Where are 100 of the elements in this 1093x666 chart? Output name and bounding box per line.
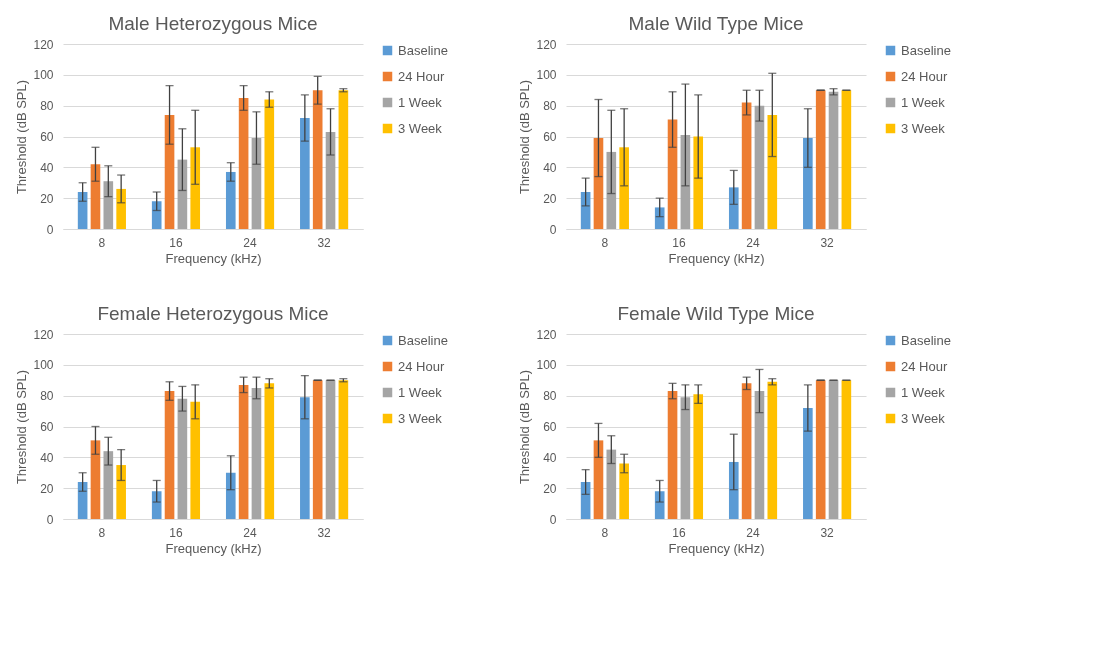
bar bbox=[325, 131, 336, 229]
x-tick-label: 8 bbox=[601, 525, 609, 540]
bar bbox=[116, 188, 126, 229]
bar bbox=[264, 99, 275, 229]
bar bbox=[338, 380, 349, 519]
y-tick-label: 40 bbox=[40, 160, 54, 175]
bar bbox=[667, 391, 678, 519]
bar bbox=[225, 472, 236, 519]
y-tick-label: 60 bbox=[40, 420, 54, 434]
y-tick-label: 40 bbox=[40, 450, 54, 465]
y-axis-title: Threshold (dB SPL) bbox=[14, 79, 30, 195]
bar bbox=[841, 90, 852, 229]
x-tick-label: 8 bbox=[98, 525, 106, 540]
y-axis-title: Threshold (dB SPL) bbox=[14, 369, 30, 485]
legend-label: 24 Hour bbox=[398, 358, 445, 374]
y-tick-label: 120 bbox=[33, 37, 54, 52]
bar bbox=[654, 207, 665, 229]
chart-title: Male Heterozygous Mice bbox=[108, 13, 318, 34]
bar bbox=[264, 383, 275, 519]
x-tick-label: 8 bbox=[601, 235, 609, 250]
bar bbox=[741, 102, 752, 229]
y-tick-label: 40 bbox=[543, 160, 557, 175]
bar bbox=[251, 138, 262, 229]
y-tick-label: 60 bbox=[543, 130, 557, 144]
legend-label: Baseline bbox=[398, 42, 448, 58]
x-tick-label: 24 bbox=[746, 525, 761, 540]
bar bbox=[90, 440, 101, 519]
legend-label: 3 Week bbox=[398, 120, 443, 136]
bar bbox=[238, 97, 249, 229]
bar bbox=[828, 380, 839, 519]
bar bbox=[693, 394, 704, 519]
y-tick-label: 80 bbox=[40, 389, 54, 404]
chart-title: Female Wild Type Mice bbox=[617, 303, 815, 324]
bar bbox=[580, 482, 591, 519]
bar bbox=[693, 136, 704, 229]
y-tick-label: 100 bbox=[536, 358, 557, 373]
x-axis-title: Frequency (kHz) bbox=[668, 540, 765, 556]
y-tick-label: 0 bbox=[549, 512, 557, 527]
x-axis-title: Frequency (kHz) bbox=[165, 250, 262, 266]
x-tick-label: 32 bbox=[317, 235, 332, 250]
x-tick-label: 24 bbox=[746, 235, 761, 250]
y-tick-label: 0 bbox=[549, 222, 557, 237]
legend-label: Baseline bbox=[901, 332, 951, 348]
y-tick-label: 80 bbox=[543, 99, 557, 114]
legend-label: 3 Week bbox=[901, 410, 946, 426]
legend-label: 3 Week bbox=[901, 120, 946, 136]
y-tick-label: 60 bbox=[543, 420, 557, 434]
bar bbox=[225, 171, 236, 229]
legend-label: 1 Week bbox=[398, 384, 443, 400]
bar bbox=[803, 138, 813, 229]
bar bbox=[606, 151, 617, 229]
bar bbox=[815, 380, 826, 519]
y-tick-label: 0 bbox=[46, 222, 54, 237]
bar bbox=[151, 201, 162, 229]
y-tick-label: 100 bbox=[33, 68, 54, 83]
y-tick-label: 0 bbox=[46, 512, 54, 527]
y-axis-title: Threshold (dB SPL) bbox=[517, 369, 533, 485]
bar bbox=[815, 90, 826, 229]
y-tick-label: 20 bbox=[40, 191, 54, 206]
bar bbox=[728, 187, 739, 229]
y-axis-title: Threshold (dB SPL) bbox=[517, 79, 533, 195]
x-tick-label: 16 bbox=[672, 235, 686, 250]
bar bbox=[251, 387, 262, 519]
bar bbox=[841, 380, 852, 519]
legend-label: 1 Week bbox=[901, 384, 946, 400]
bar bbox=[190, 401, 201, 519]
legend-label: Baseline bbox=[901, 42, 951, 58]
bar bbox=[90, 164, 101, 229]
bar bbox=[300, 118, 310, 229]
y-tick-label: 120 bbox=[536, 327, 557, 342]
y-tick-label: 20 bbox=[543, 191, 557, 206]
legend-label: 3 Week bbox=[398, 410, 443, 426]
bar bbox=[593, 440, 604, 519]
bar bbox=[312, 380, 323, 519]
x-tick-label: 24 bbox=[243, 525, 258, 540]
bar bbox=[680, 134, 691, 229]
legend-label: 1 Week bbox=[398, 94, 443, 110]
chart-title: Male Wild Type Mice bbox=[628, 13, 804, 34]
y-tick-label: 100 bbox=[33, 358, 54, 373]
bar bbox=[190, 147, 201, 229]
bar bbox=[667, 119, 678, 229]
bar bbox=[741, 383, 752, 519]
bar bbox=[754, 391, 765, 519]
bar bbox=[177, 159, 188, 229]
bar bbox=[103, 451, 114, 519]
x-tick-label: 32 bbox=[820, 525, 835, 540]
bar bbox=[754, 105, 765, 229]
y-tick-label: 120 bbox=[33, 327, 54, 342]
legend-label: 24 Hour bbox=[398, 68, 445, 84]
chart-title: Female Heterozygous Mice bbox=[97, 303, 329, 324]
bar bbox=[238, 384, 249, 519]
bar bbox=[300, 397, 310, 519]
y-tick-label: 20 bbox=[543, 481, 557, 496]
bar bbox=[151, 491, 162, 519]
y-tick-label: 80 bbox=[543, 389, 557, 404]
legend-label: 24 Hour bbox=[901, 68, 948, 84]
y-tick-label: 100 bbox=[536, 68, 557, 83]
bar bbox=[593, 138, 604, 229]
y-tick-label: 60 bbox=[40, 130, 54, 144]
legend-label: 1 Week bbox=[901, 94, 946, 110]
